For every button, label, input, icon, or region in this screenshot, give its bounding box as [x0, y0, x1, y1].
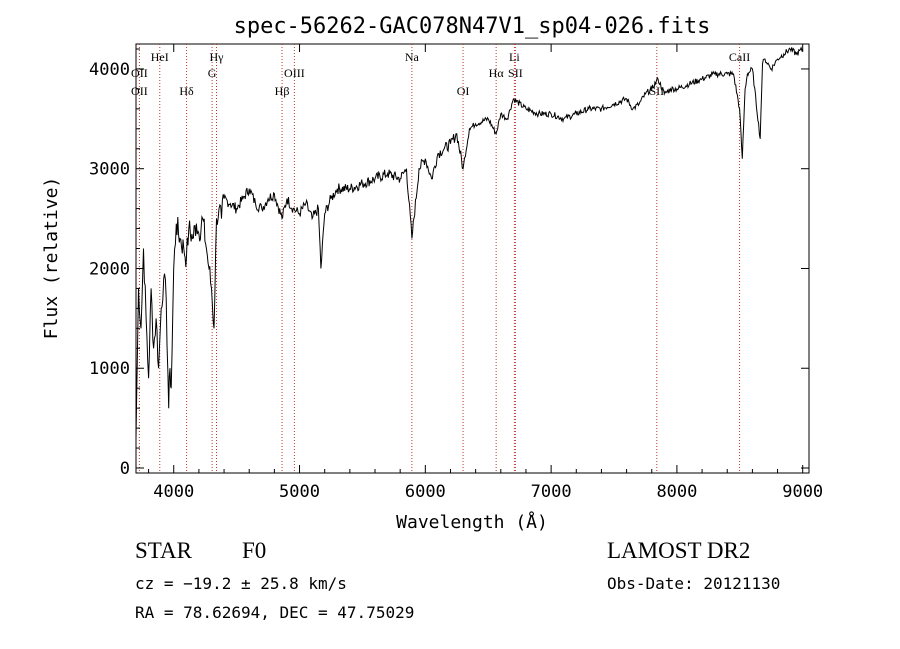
y-tick-label-2000: 2000: [89, 259, 130, 279]
y-tick-label-0: 0: [120, 459, 130, 479]
redshift-text: cz = −19.2 ± 25.8 km/s: [135, 574, 347, 593]
spectrum-chart: spec-56262-GAC078N47V1_sp04-026.fits OII…: [41, 14, 823, 533]
y-axis-label: Flux (relative): [41, 177, 62, 340]
line-label-3: Hδ: [179, 84, 194, 98]
plot-frame: [135, 43, 810, 474]
emission-line-markers: [138, 44, 741, 473]
y-axis-ticks: 0 1000 2000 3000 4000: [89, 48, 809, 479]
line-label-12: Li: [509, 50, 520, 64]
line-label-4: Hγ: [210, 50, 225, 64]
survey-name: LAMOST DR2: [607, 538, 751, 563]
x-tick-label-6000: 6000: [405, 482, 446, 502]
x-tick-label-4000: 4000: [153, 482, 194, 502]
x-tick-label-7000: 7000: [531, 482, 572, 502]
line-label-6: Hβ: [275, 84, 290, 98]
y-tick-label-3000: 3000: [89, 160, 130, 180]
line-label-0: OII: [131, 66, 148, 80]
y-tick-label-1000: 1000: [89, 359, 130, 379]
line-label-9: OI: [457, 84, 470, 98]
line-label-1: OII: [131, 84, 148, 98]
line-label-5: G: [208, 66, 217, 80]
obs-date-text: Obs-Date: 20121130: [607, 574, 781, 593]
line-label-11: SII: [508, 66, 523, 80]
line-label-14: CaII: [729, 50, 750, 64]
object-subclass: F0: [242, 538, 267, 563]
spectrum-line: [135, 46, 804, 439]
y-tick-label-4000: 4000: [89, 60, 130, 80]
chart-title: spec-56262-GAC078N47V1_sp04-026.fits: [234, 14, 711, 39]
line-label-8: Na: [405, 50, 420, 64]
x-tick-label-8000: 8000: [656, 482, 697, 502]
line-label-7: OIII: [284, 66, 305, 80]
coordinates-text: RA = 78.62694, DEC = 47.75029: [135, 603, 415, 622]
x-axis-ticks: 4000 5000 6000 7000 8000 9000: [148, 44, 823, 502]
line-label-2: HeI: [151, 50, 169, 64]
object-class: STAR: [135, 538, 192, 563]
x-axis-label: Wavelength (Å): [396, 511, 548, 533]
x-tick-label-5000: 5000: [279, 482, 320, 502]
line-label-10: Hα: [489, 66, 505, 80]
x-tick-label-9000: 9000: [782, 482, 823, 502]
